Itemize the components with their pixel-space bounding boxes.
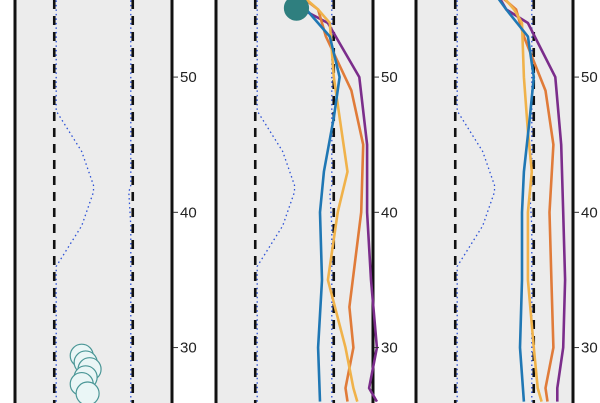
- panel-right: 30 40 50: [414, 0, 598, 403]
- trajectory-line-4: [497, 0, 536, 402]
- plot-background: [216, 0, 373, 403]
- y-tick-label-40: 40: [180, 204, 197, 221]
- y-tick-label-30: 30: [180, 340, 197, 357]
- y-tick-label-30: 30: [581, 340, 598, 357]
- panel-middle: 30 40 50: [214, 0, 398, 403]
- reference-path-1: [55, 0, 95, 402]
- y-tick-label-40: 40: [581, 204, 598, 221]
- panel-left: 30 40 50: [13, 0, 197, 403]
- plot-background: [416, 0, 573, 403]
- trajectory-line-3: [305, 0, 359, 402]
- trajectory-line-3: [504, 0, 543, 402]
- y-tick-label-50: 50: [381, 69, 398, 86]
- vehicle-marker-6: [75, 381, 100, 403]
- reference-path-2: [128, 0, 132, 402]
- reference-path-2: [529, 0, 533, 402]
- vehicle-marker-1: [283, 0, 310, 21]
- trajectory-line-1: [298, 0, 379, 403]
- y-tick-label-50: 50: [581, 69, 598, 86]
- y-tick-label-50: 50: [180, 69, 197, 86]
- reference-path-1: [256, 0, 296, 402]
- plot-background: [15, 0, 172, 403]
- y-tick-label-40: 40: [381, 204, 398, 221]
- y-tick-label-30: 30: [381, 340, 398, 357]
- reference-path-2: [329, 0, 333, 402]
- trajectory-line-4: [297, 0, 341, 402]
- reference-path-1: [456, 0, 496, 402]
- trajectory-line-2: [503, 0, 555, 402]
